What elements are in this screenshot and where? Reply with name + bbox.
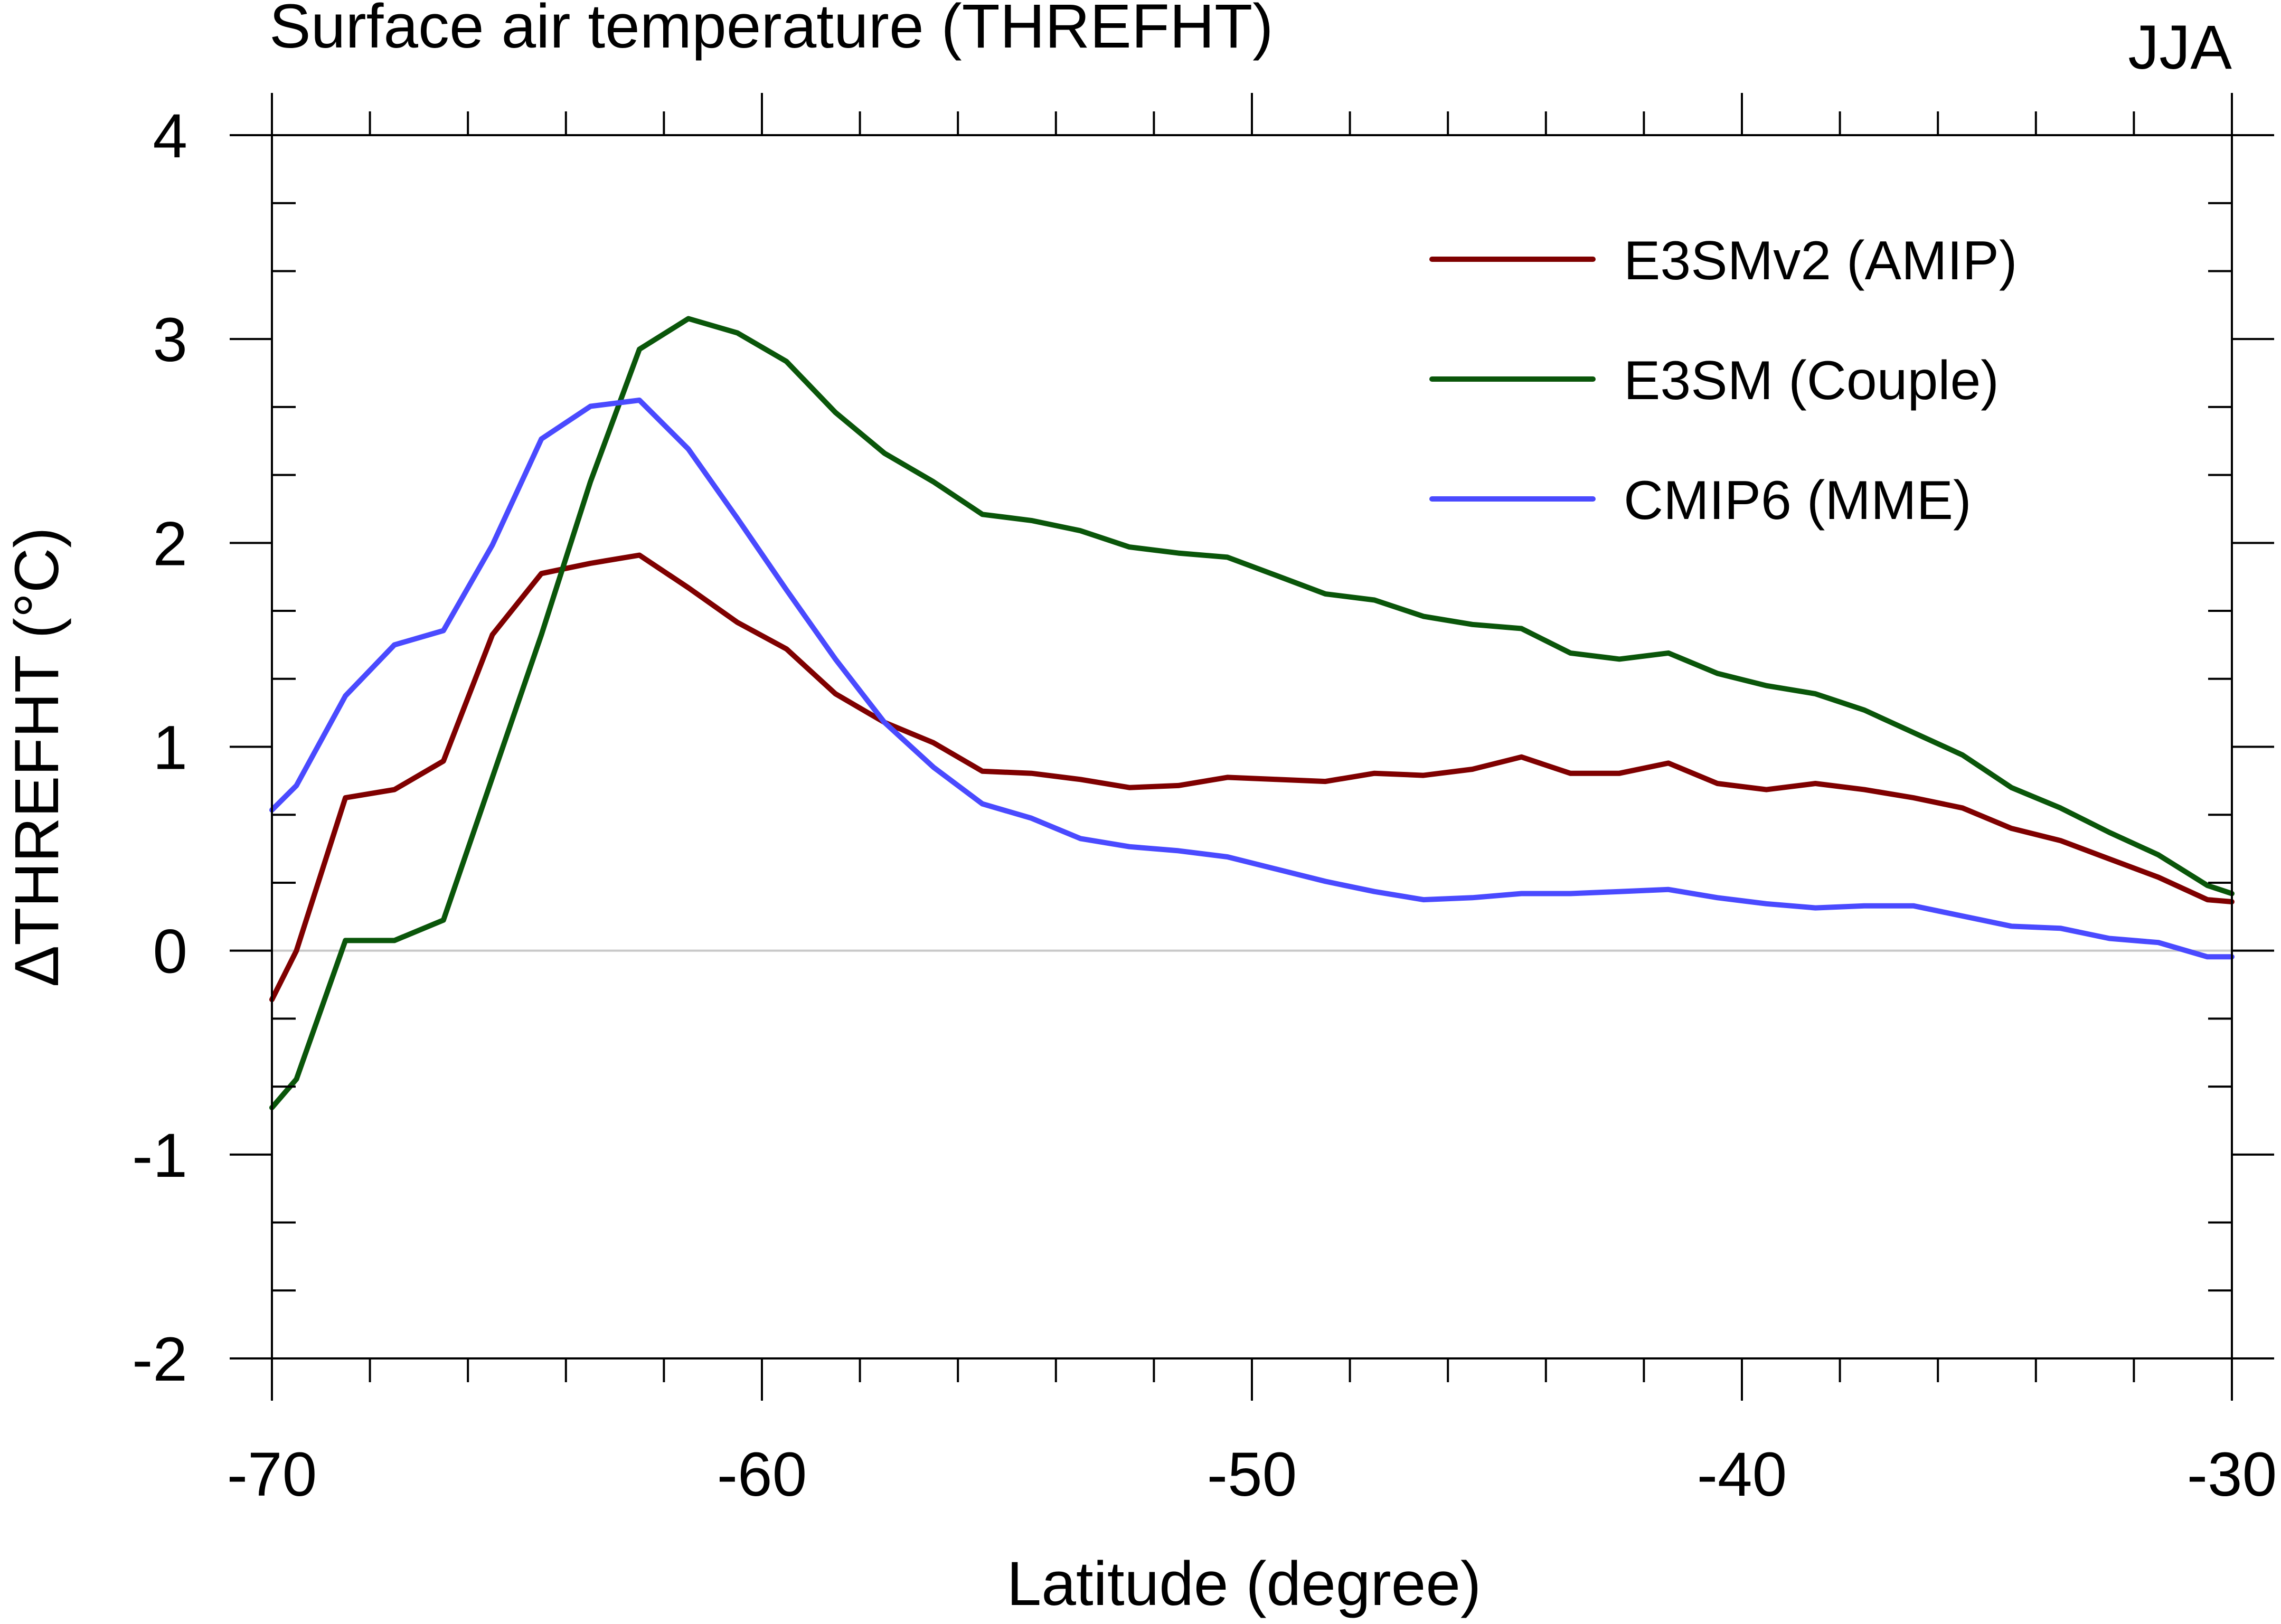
y-axis-title: ΔTHREFHT (°C) — [2, 527, 72, 987]
tick-labels: -70 -60 -50 -40 -30 -2 -1 0 1 2 3 4 — [132, 101, 2277, 1509]
y-tick-label: 0 — [153, 917, 187, 987]
series-line-e3smv2-amip — [269, 552, 2235, 1003]
x-tick-label: -60 — [717, 1440, 807, 1509]
season-label: JJA — [2128, 13, 2232, 82]
series-line-cmip6-mme — [269, 398, 2235, 960]
y-tick-label: 4 — [153, 101, 187, 171]
y-tick-label: 1 — [153, 713, 187, 783]
y-tick-label: -2 — [132, 1325, 187, 1394]
legend-label: E3SMv2 (AMIP) — [1624, 230, 2017, 291]
legend-label: E3SM (Couple) — [1624, 350, 1999, 411]
chart-title: Surface air temperature (THREFHT) — [269, 0, 1274, 61]
y-tick-label: -1 — [132, 1121, 187, 1191]
x-tick-label: -50 — [1207, 1440, 1297, 1509]
x-axis-title: Latitude (degree) — [1007, 1549, 1482, 1619]
legend-label: CMIP6 (MME) — [1624, 470, 1972, 531]
x-tick-label: -40 — [1697, 1440, 1787, 1509]
legend: E3SMv2 (AMIP) E3SM (Couple) CMIP6 (MME) — [1429, 230, 2017, 531]
series-line-e3sm-couple — [269, 316, 2235, 1110]
axis-ticks — [230, 93, 2274, 1401]
x-tick-label: -70 — [227, 1440, 317, 1509]
y-tick-label: 3 — [153, 305, 187, 375]
x-tick-label: -30 — [2187, 1440, 2277, 1509]
series-layer — [269, 316, 2235, 1110]
y-tick-label: 2 — [153, 509, 187, 579]
